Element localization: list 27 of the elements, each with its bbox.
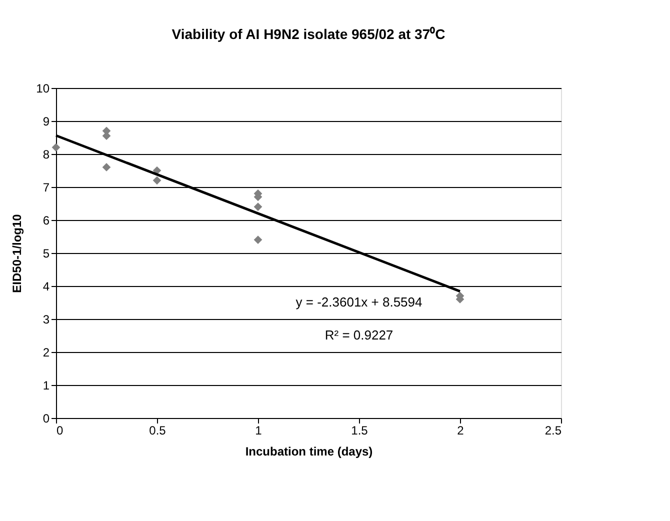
x-tick-label: 0.5: [149, 424, 166, 438]
y-tick-label: 2: [42, 346, 50, 360]
x-tick-label: 2.5: [544, 424, 562, 438]
x-tick-label: 1.5: [351, 424, 368, 438]
y-tick-label: 4: [42, 280, 50, 294]
point: [254, 236, 262, 244]
y-tick-label: 6: [42, 214, 50, 228]
point: [254, 202, 262, 211]
x-axis-title: Incubation time (days): [245, 444, 373, 458]
x-tick-label: 2: [457, 424, 464, 438]
y-tick-label: 1: [42, 378, 50, 392]
y-tick-label: 10: [36, 82, 50, 96]
chart-title: Viability of AI H9N2 isolate 965/02 at 37⁰C: [172, 26, 446, 42]
point: [152, 176, 162, 185]
x-tick-label: 0: [56, 424, 64, 438]
y-tick-label: 8: [42, 148, 50, 162]
annotation: y = -2.3601x + 8.5594: [296, 294, 422, 310]
y-tick-label: 3: [42, 312, 50, 326]
y-axis-title: EID50-1/log10: [10, 214, 24, 293]
x-tick-label: 1: [255, 424, 262, 438]
annotation: R² = 0.9227: [324, 328, 394, 342]
y-tick-label: 7: [42, 180, 50, 194]
y-tick-label: 0: [42, 412, 50, 426]
y-tick-label: 5: [42, 246, 50, 260]
y-tick-label: 9: [42, 114, 50, 128]
point: [52, 143, 60, 152]
point: [102, 163, 111, 172]
